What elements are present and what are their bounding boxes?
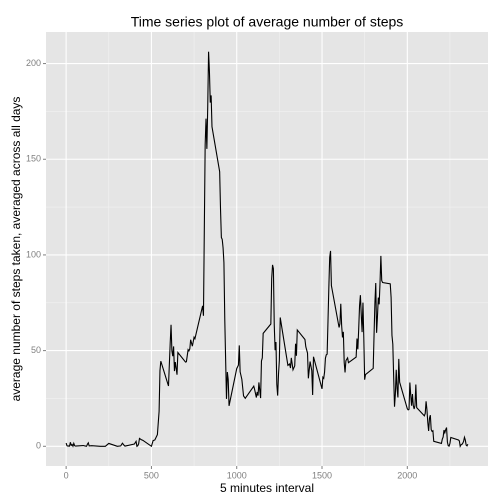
y-tick-label: 50 bbox=[31, 345, 41, 355]
x-tick-label: 1500 bbox=[312, 470, 332, 480]
x-tick-label: 1000 bbox=[227, 470, 247, 480]
y-tick-label: 200 bbox=[26, 58, 41, 68]
x-tick-label: 0 bbox=[64, 470, 69, 480]
x-axis-label: 5 minutes interval bbox=[220, 481, 314, 495]
line bbox=[65, 51, 469, 448]
x-tick-label: 2000 bbox=[397, 470, 417, 480]
y-tick-label: 0 bbox=[36, 441, 41, 451]
plot-panel bbox=[46, 32, 488, 466]
chart-title: Time series plot of average number of st… bbox=[131, 14, 404, 30]
y-tick-label: 100 bbox=[26, 249, 41, 259]
y-axis-label: average number of steps taken, averaged … bbox=[9, 97, 23, 402]
x-tick-label: 500 bbox=[144, 470, 159, 480]
y-tick-label: 150 bbox=[26, 154, 41, 164]
